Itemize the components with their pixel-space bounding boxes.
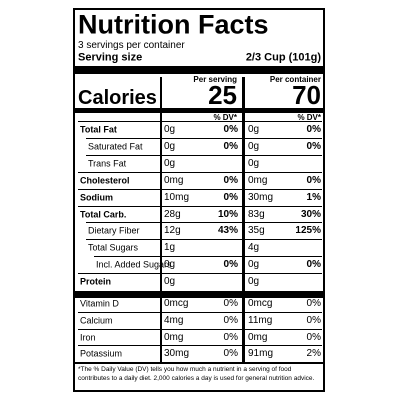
- dv: 0%: [306, 298, 321, 309]
- amount: 0mcg: [164, 298, 189, 309]
- amount: 0g: [164, 157, 176, 169]
- amount: 0g: [164, 276, 176, 288]
- nutrient-label: Calcium: [80, 315, 113, 326]
- rule: [78, 311, 322, 313]
- rule: [78, 328, 322, 330]
- amount: 0mg: [164, 331, 184, 343]
- rule: [75, 362, 325, 364]
- nutrient-label: Total Carb.: [80, 209, 127, 219]
- amount: 11mg: [248, 314, 273, 326]
- rule: [86, 222, 322, 224]
- nutrient-label: Total Fat: [80, 124, 117, 135]
- nutrient-label: Iron: [80, 332, 96, 343]
- amount: 4g: [248, 242, 260, 254]
- amount: 0g: [164, 124, 176, 135]
- dv: 125%: [295, 225, 321, 237]
- rule: [86, 154, 322, 156]
- dv: 0%: [223, 174, 238, 186]
- dv: 0%: [306, 174, 321, 186]
- calories-value: 70: [292, 80, 321, 110]
- amount: 0g: [164, 140, 176, 152]
- amount: 0g: [248, 276, 260, 288]
- amount: 0g: [248, 124, 260, 135]
- dv: 0%: [223, 124, 238, 135]
- amount: 0g: [248, 259, 260, 271]
- dv-header: % DV*: [213, 113, 237, 122]
- rule: [78, 188, 322, 190]
- amount: 4mg: [164, 314, 184, 326]
- nutrient-label: Incl. Added Sugars: [96, 259, 172, 270]
- dv: 0%: [223, 348, 238, 360]
- amount: 0mg: [248, 174, 268, 186]
- dv: 0%: [223, 314, 238, 326]
- dv: 30%: [300, 208, 321, 220]
- title: Nutrition Facts: [78, 9, 269, 40]
- dv: 0%: [223, 191, 238, 203]
- amount: 35g: [248, 225, 265, 237]
- amount: 0g: [248, 157, 260, 169]
- dv: 0%: [306, 331, 321, 343]
- calories-label: Calories: [78, 87, 157, 109]
- serving-size-label: Serving size: [78, 51, 143, 64]
- rule: [94, 256, 322, 258]
- rule: [78, 345, 322, 347]
- rule: [78, 273, 322, 275]
- rule: [78, 295, 322, 296]
- amount: 0mg: [248, 331, 268, 343]
- label-border: [73, 8, 325, 392]
- nutrient-label: Dietary Fiber: [88, 225, 140, 236]
- rule: [75, 108, 325, 113]
- rule: [86, 239, 322, 241]
- nutrient-label: Sodium: [80, 192, 113, 203]
- rule: [242, 77, 245, 362]
- amount: 0g: [248, 140, 260, 152]
- amount: 30mg: [164, 348, 190, 360]
- rule: [86, 137, 322, 139]
- dv: 0%: [223, 298, 238, 309]
- amount: 0mg: [164, 174, 184, 186]
- amount: 10mg: [164, 191, 190, 203]
- nutrient-label: Saturated Fat: [88, 141, 143, 152]
- dv: 0%: [223, 331, 238, 343]
- column-header: Per container: [269, 75, 321, 84]
- dv: 10%: [217, 208, 238, 220]
- calories-value: 25: [208, 80, 237, 110]
- dv: 0%: [306, 259, 321, 271]
- dv: 0%: [223, 259, 238, 271]
- nutrient-label: Vitamin D: [80, 298, 119, 309]
- amount: 0g: [164, 259, 176, 271]
- nutrient-label: Potassium: [80, 348, 123, 359]
- rule: [75, 291, 325, 298]
- nutrient-label: Total Sugars: [88, 242, 139, 253]
- amount: 30mg: [248, 191, 274, 203]
- dv-header: % DV*: [297, 113, 321, 122]
- amount: 83g: [248, 208, 265, 220]
- amount: 0mcg: [248, 298, 273, 309]
- serving-size: 2/3 Cup (101g): [245, 51, 321, 64]
- footnote: *The % Daily Value (DV) tells you how mu…: [78, 366, 315, 382]
- servings: 3 servings per container: [78, 40, 185, 51]
- amount: 1g: [164, 242, 176, 254]
- amount: 28g: [164, 208, 181, 220]
- rule: [78, 205, 322, 207]
- amount: 12g: [164, 225, 181, 237]
- dv: 1%: [306, 191, 321, 203]
- nutrient-label: Cholesterol: [80, 175, 130, 186]
- amount: 91mg: [248, 348, 274, 360]
- dv: 43%: [217, 225, 238, 237]
- dv: 0%: [223, 140, 238, 152]
- column-header: Per serving: [193, 75, 237, 84]
- rule: [78, 121, 322, 122]
- rule: [78, 171, 322, 173]
- dv: 0%: [306, 140, 321, 152]
- nutrient-label: Trans Fat: [88, 158, 127, 169]
- dv: 0%: [306, 124, 321, 135]
- dv: 0%: [306, 314, 321, 326]
- rule: [75, 66, 325, 74]
- nutrient-label: Protein: [80, 276, 112, 287]
- dv: 2%: [306, 348, 321, 360]
- rule: [160, 77, 162, 362]
